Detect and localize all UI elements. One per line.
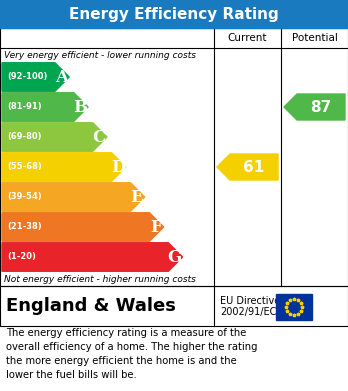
Text: 87: 87 bbox=[310, 99, 332, 115]
Text: (55-68): (55-68) bbox=[7, 163, 42, 172]
Text: (21-38): (21-38) bbox=[7, 222, 42, 231]
Polygon shape bbox=[2, 183, 145, 211]
Text: the more energy efficient the home is and the: the more energy efficient the home is an… bbox=[6, 356, 237, 366]
Polygon shape bbox=[2, 213, 164, 241]
Text: 2002/91/EC: 2002/91/EC bbox=[220, 307, 276, 317]
Text: (1-20): (1-20) bbox=[7, 253, 36, 262]
Polygon shape bbox=[217, 154, 278, 180]
Text: Potential: Potential bbox=[292, 33, 338, 43]
Bar bbox=[276, 294, 312, 320]
Text: Not energy efficient - higher running costs: Not energy efficient - higher running co… bbox=[4, 274, 196, 283]
Text: (69-80): (69-80) bbox=[7, 133, 41, 142]
Text: The energy efficiency rating is a measure of the: The energy efficiency rating is a measur… bbox=[6, 328, 246, 338]
Text: D: D bbox=[111, 158, 125, 176]
Text: G: G bbox=[168, 249, 182, 265]
Bar bbox=[0, 0, 348, 28]
Text: 61: 61 bbox=[243, 160, 264, 174]
Text: (39-54): (39-54) bbox=[7, 192, 42, 201]
Text: Current: Current bbox=[228, 33, 267, 43]
Polygon shape bbox=[2, 243, 183, 271]
Text: B: B bbox=[73, 99, 87, 115]
Bar bbox=[0, 286, 348, 326]
Polygon shape bbox=[2, 123, 107, 151]
Text: England & Wales: England & Wales bbox=[6, 297, 176, 315]
Polygon shape bbox=[2, 93, 88, 121]
Text: Very energy efficient - lower running costs: Very energy efficient - lower running co… bbox=[4, 50, 196, 59]
Bar bbox=[0, 28, 348, 286]
Text: E: E bbox=[130, 188, 143, 206]
Text: EU Directive: EU Directive bbox=[220, 296, 280, 306]
Text: overall efficiency of a home. The higher the rating: overall efficiency of a home. The higher… bbox=[6, 342, 258, 352]
Text: lower the fuel bills will be.: lower the fuel bills will be. bbox=[6, 370, 137, 380]
Text: (92-100): (92-100) bbox=[7, 72, 47, 81]
Text: C: C bbox=[93, 129, 106, 145]
Text: A: A bbox=[55, 68, 68, 86]
Text: (81-91): (81-91) bbox=[7, 102, 42, 111]
Text: Energy Efficiency Rating: Energy Efficiency Rating bbox=[69, 7, 279, 22]
Polygon shape bbox=[2, 153, 126, 181]
Text: F: F bbox=[150, 219, 162, 235]
Polygon shape bbox=[284, 94, 345, 120]
Polygon shape bbox=[2, 63, 69, 91]
